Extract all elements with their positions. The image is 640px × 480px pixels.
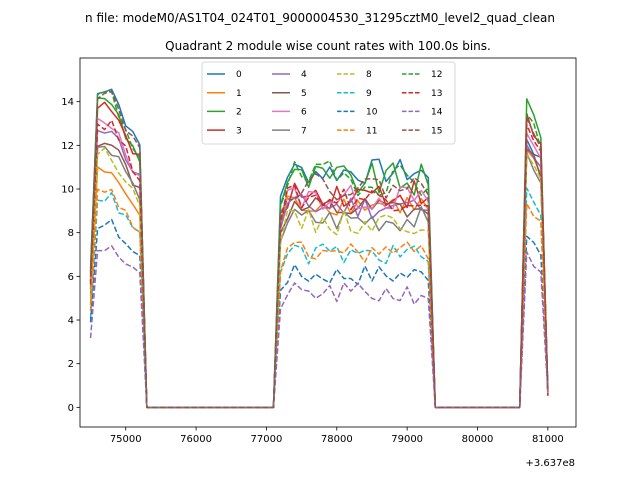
legend-label-4: 4	[301, 70, 307, 80]
legend-label-5: 5	[301, 89, 307, 99]
x-tick-label: 79000	[391, 434, 423, 445]
x-tick-label: 78000	[321, 434, 353, 445]
x-tick-label: 77000	[251, 434, 283, 445]
x-tick-label: 80000	[462, 434, 494, 445]
y-tick-label: 2	[68, 359, 74, 370]
legend-label-7: 7	[301, 126, 307, 136]
legend-label-9: 9	[366, 89, 372, 99]
y-tick-label: 0	[68, 403, 74, 414]
chart-title: Quadrant 2 module wise count rates with …	[165, 39, 491, 53]
y-axis: 0 2 4 6 8 10 12 14	[61, 97, 80, 414]
y-tick-label: 4	[68, 316, 74, 327]
y-tick-label: 6	[68, 272, 74, 283]
y-tick-label: 8	[68, 228, 74, 239]
y-tick-label: 10	[61, 185, 74, 196]
legend-label-11: 11	[366, 126, 377, 136]
y-tick-label: 12	[61, 141, 74, 152]
legend-label-14: 14	[431, 108, 443, 118]
legend-label-8: 8	[366, 70, 372, 80]
y-tick-label: 14	[61, 97, 74, 108]
legend-label-0: 0	[236, 70, 242, 80]
plot-frame	[79, 57, 577, 428]
legend-box	[201, 61, 456, 145]
x-offset-label: +3.637e8	[525, 458, 575, 469]
legend-label-15: 15	[431, 126, 442, 136]
x-tick-label: 75000	[110, 434, 142, 445]
series-lines	[89, 88, 549, 409]
x-tick-label: 81000	[532, 434, 564, 445]
series-line-15	[89, 90, 549, 409]
legend-label-2: 2	[236, 108, 242, 118]
legend-label-12: 12	[431, 70, 442, 80]
legend-label-3: 3	[236, 126, 242, 136]
legend-label-6: 6	[301, 108, 307, 118]
x-axis: 75000 76000 77000 78000 79000 80000 81000	[110, 427, 564, 445]
x-tick-label: 76000	[180, 434, 212, 445]
legend-label-10: 10	[366, 108, 378, 118]
legend-label-13: 13	[431, 89, 442, 99]
suptitle: n file: modeM0/AS1T04_024T01_9000004530_…	[85, 11, 555, 25]
legend-label-1: 1	[236, 89, 242, 99]
